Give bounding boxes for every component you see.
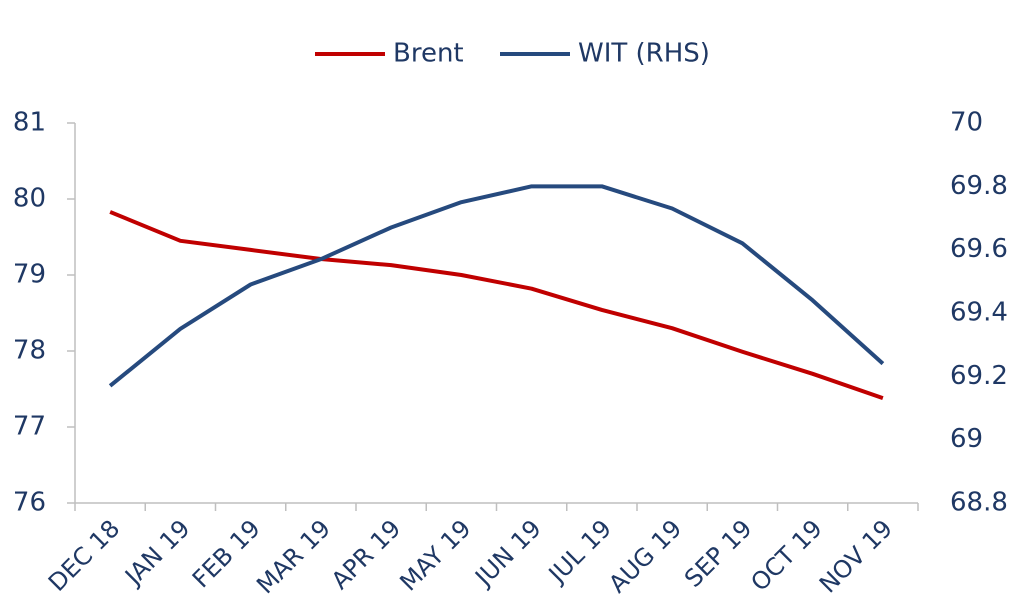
legend-label: WIT (RHS)	[578, 39, 710, 69]
y-tick-label: 79	[13, 260, 46, 290]
y2-tick-label: 69.2	[950, 361, 1008, 391]
x-tick-label: DEC 18	[43, 514, 125, 596]
line-series	[108, 184, 885, 388]
x-tick-label: APR 19	[326, 514, 406, 594]
x-tick-label: MAR 19	[251, 514, 336, 599]
y2-tick-label: 68.8	[950, 488, 1008, 518]
x-tick-label: NOV 19	[814, 514, 898, 598]
x-tick-label: JAN 19	[118, 514, 195, 591]
y2-tick-label: 69.8	[950, 171, 1008, 201]
x-tick-label: MAY 19	[394, 514, 476, 596]
x-tick-label: AUG 19	[603, 514, 687, 598]
y2-tick-label: 69.4	[950, 298, 1008, 328]
y2-tick-label: 69.6	[950, 234, 1008, 264]
y2-tick-label: 70	[950, 108, 983, 138]
y-tick-label: 76	[13, 488, 46, 518]
x-tick-label: SEP 19	[679, 514, 758, 593]
y-tick-label: 77	[13, 412, 46, 442]
x-tick-label: JUN 19	[468, 514, 546, 592]
y2-tick-label: 69	[950, 424, 983, 454]
y-tick-label: 78	[13, 336, 46, 366]
legend-label: Brent	[393, 39, 464, 69]
y-tick-label: 80	[13, 184, 46, 214]
line-series	[109, 210, 884, 401]
x-tick-label: OCT 19	[745, 514, 827, 596]
y-tick-label: 81	[13, 108, 46, 138]
